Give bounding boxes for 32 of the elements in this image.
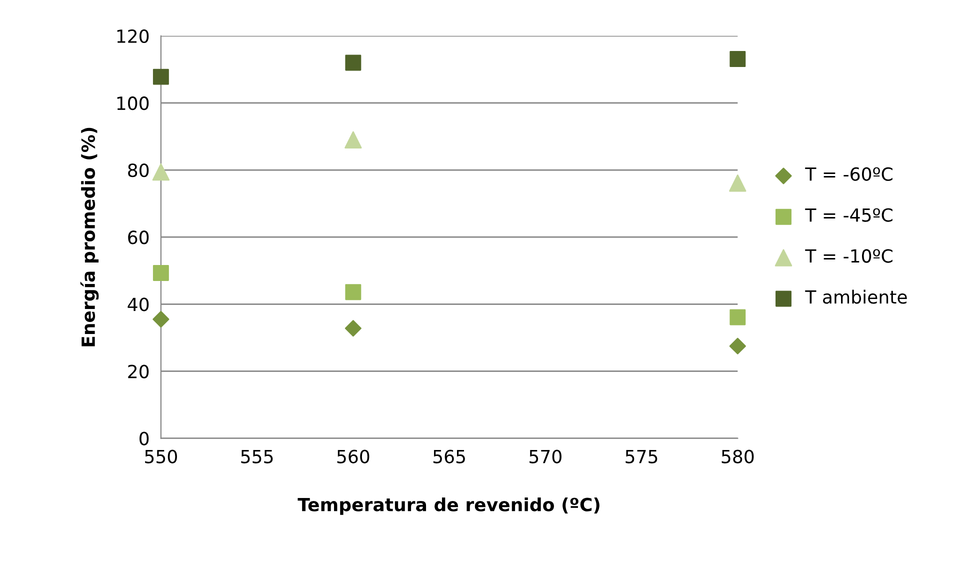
y-tick-label: 40 [128,298,149,312]
y-tick-label: 20 [128,364,149,378]
point [344,131,362,148]
legend-label: T ambiente [805,290,907,304]
x-tick-label: 580 [722,450,754,464]
y-axis-title: Energía promedio (%) [80,128,99,346]
point [152,265,169,281]
legend-label: T = -10ºC [805,249,892,263]
x-tick-label: 570 [530,450,562,464]
point [152,163,170,181]
point [730,309,746,326]
y-tick-label: 120 [117,29,149,44]
point [730,51,746,68]
legend-label: T = -60ºC [805,167,892,181]
y-tick-label: 0 [140,432,149,446]
x-tick-label: 575 [626,450,658,464]
x-tick-label: 550 [145,450,177,464]
x-tick-label: 555 [241,450,273,464]
y-tick-label: 60 [128,230,149,244]
point [729,174,746,192]
x-tick-label: 565 [433,450,465,464]
x-tick-label: 560 [337,450,370,464]
point [345,284,362,300]
point [345,54,362,71]
point [729,338,746,354]
point [344,320,362,337]
x-axis-title: Temperatura de revenido (ºC) [298,497,600,515]
point [152,310,170,328]
y-tick-label: 100 [117,96,149,110]
point [152,68,169,85]
y-tick-label: 80 [128,163,149,178]
legend-label: T = -45ºC [805,208,892,222]
